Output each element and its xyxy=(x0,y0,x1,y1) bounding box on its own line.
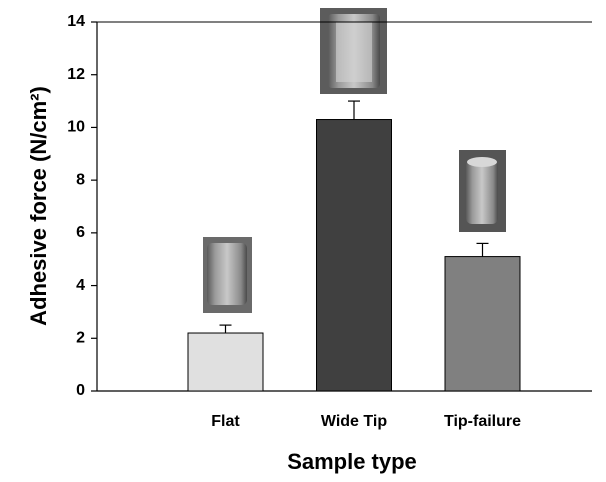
y-tick-label: 14 xyxy=(67,13,85,30)
y-tick-label: 6 xyxy=(76,224,85,241)
y-tick-label: 0 xyxy=(76,382,85,399)
inset-image xyxy=(459,150,506,232)
y-tick-label: 8 xyxy=(76,171,85,188)
x-axis-title: Sample type xyxy=(287,449,417,474)
bar xyxy=(317,120,392,391)
x-tick-label: Flat xyxy=(211,413,240,430)
inset-image xyxy=(320,8,387,94)
y-tick-label: 2 xyxy=(76,330,85,347)
inset-image xyxy=(203,237,252,313)
y-axis-title: Adhesive force (N/cm²) xyxy=(26,86,51,326)
bar xyxy=(445,257,520,391)
x-tick-label: Wide Tip xyxy=(321,413,387,430)
chart: Sample type Adhesive force (N/cm²) 0 2 4 6 8… xyxy=(0,0,606,482)
x-tick-label: Tip-failure xyxy=(444,413,521,430)
y-tick-label: 4 xyxy=(76,277,85,294)
y-tick-label: 12 xyxy=(67,66,85,83)
bar xyxy=(188,333,263,391)
y-tick-label: 10 xyxy=(67,119,85,136)
